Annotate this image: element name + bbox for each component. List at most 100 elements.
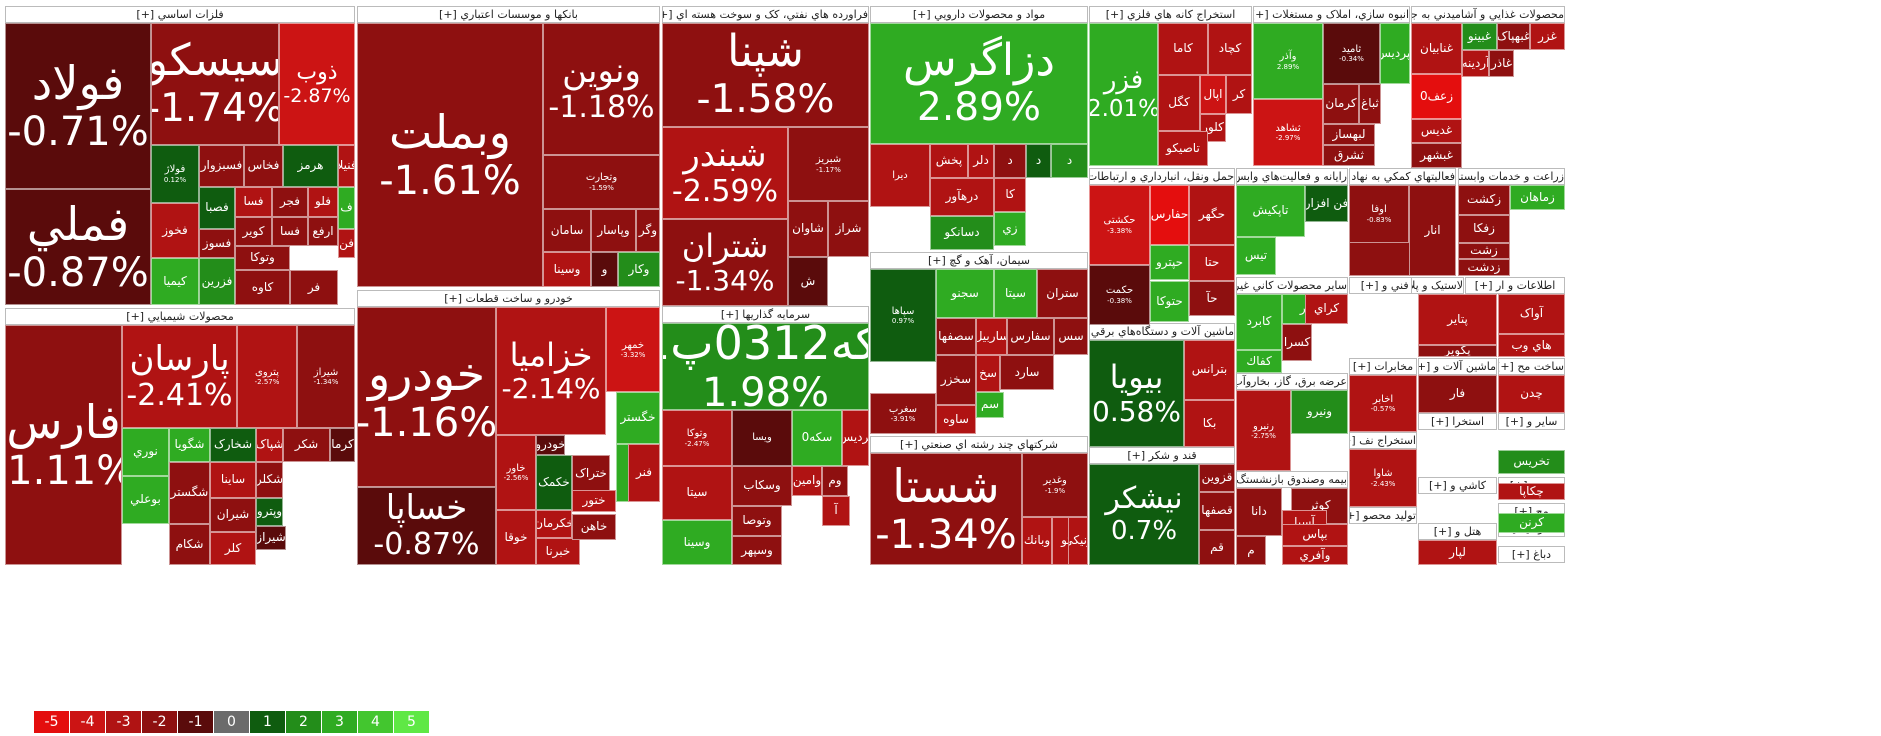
stock-tile[interactable]: م	[1236, 536, 1266, 565]
stock-tile[interactable]: سفارس	[1007, 318, 1054, 355]
stock-tile[interactable]: درهآور	[930, 178, 994, 216]
stock-tile[interactable]: کوير	[235, 217, 272, 246]
legend-swatch[interactable]: 4	[358, 711, 394, 733]
stock-tile[interactable]: دلر	[968, 144, 994, 178]
legend-swatch[interactable]: -1	[178, 711, 214, 733]
sector-header[interactable]: فعاليتهاي كمكي به نهاد [+]	[1349, 168, 1456, 185]
stock-tile[interactable]: غبشهر	[1411, 143, 1462, 168]
stock-tile[interactable]: سيتا	[994, 269, 1037, 318]
stock-tile[interactable]: اپال	[1200, 75, 1226, 114]
stock-tile[interactable]: فلو	[308, 187, 338, 217]
stock-tile[interactable]: كرنن	[1498, 513, 1565, 533]
stock-tile[interactable]: لبهساز	[1323, 124, 1375, 145]
stock-tile[interactable]: فارس-1.11%	[5, 325, 122, 565]
stock-tile[interactable]: ديرا	[870, 144, 930, 207]
stock-tile[interactable]: تخريس	[1498, 450, 1565, 474]
stock-tile[interactable]: لپار	[1418, 540, 1497, 565]
stock-tile[interactable]: سخزر	[936, 355, 976, 405]
sector-header[interactable]: لاستيک و پلا [+]	[1411, 277, 1464, 294]
stock-tile[interactable]: ویسا	[732, 410, 792, 466]
stock-tile[interactable]: فن	[338, 229, 355, 258]
sector-header[interactable]: مواد و محصولات دارويي [+]	[870, 6, 1088, 23]
stock-tile[interactable]: چدن	[1498, 375, 1565, 413]
stock-tile[interactable]: پرديس	[842, 410, 869, 466]
stock-tile[interactable]: ثپردیس	[1380, 23, 1410, 84]
stock-tile[interactable]: غبهپاک	[1497, 23, 1530, 50]
stock-tile[interactable]: پتاير	[1418, 294, 1497, 345]
stock-tile[interactable]: زماهان	[1510, 185, 1565, 210]
stock-tile[interactable]: شیراز -1.34%	[297, 325, 355, 428]
stock-tile[interactable]: ونيكي	[1068, 517, 1088, 565]
stock-tile[interactable]: شيران	[210, 498, 256, 532]
sector-header[interactable]: دباغ [+]	[1498, 546, 1565, 563]
stock-tile[interactable]: اوفا -0.83%	[1349, 185, 1409, 243]
sector-header[interactable]: استخرا [+]	[1418, 413, 1497, 430]
stock-tile[interactable]: سيسكو -1.74%	[151, 23, 279, 145]
stock-tile[interactable]: فخاس	[244, 145, 283, 187]
stock-tile[interactable]: غاذر	[1489, 50, 1514, 77]
stock-tile[interactable]: بوعلي	[122, 476, 169, 524]
stock-tile[interactable]: تيس	[1236, 237, 1276, 275]
stock-tile[interactable]: فولاد -0.71%	[5, 23, 151, 189]
stock-tile[interactable]: ستران	[1037, 269, 1088, 318]
sector-header[interactable]: محصولات شيميايي [+]	[5, 308, 355, 325]
stock-tile[interactable]: ثشرق	[1323, 145, 1375, 166]
sector-header[interactable]: استخراج نف [+]	[1349, 432, 1417, 449]
sector-header[interactable]: ساخت مح [+]	[1498, 358, 1565, 375]
stock-tile[interactable]: زفکا	[1458, 215, 1510, 243]
sector-header[interactable]: ماشين آلات و [+]	[1418, 358, 1497, 375]
stock-tile[interactable]: قم	[1199, 530, 1235, 565]
stock-tile[interactable]: سم	[976, 392, 1004, 418]
stock-tile[interactable]: زشت	[1458, 243, 1510, 259]
stock-tile[interactable]: رنیرو -2.75%	[1236, 390, 1291, 471]
stock-tile[interactable]: فنيلا	[338, 145, 355, 187]
stock-tile[interactable]: د	[1051, 144, 1088, 178]
stock-tile[interactable]: سارد	[1000, 355, 1054, 390]
legend-swatch[interactable]: 2	[286, 711, 322, 733]
stock-tile[interactable]: شبريز -1.17%	[788, 127, 869, 201]
sector-header[interactable]: فلزات اساسي [+]	[5, 6, 355, 23]
stock-tile[interactable]: فسا	[235, 187, 272, 217]
stock-tile[interactable]: کرما	[330, 428, 355, 462]
stock-tile[interactable]: انار	[1409, 185, 1456, 276]
stock-tile[interactable]: غبينو	[1462, 23, 1497, 50]
stock-tile[interactable]: وسکاب	[732, 466, 792, 506]
sector-header[interactable]: زراعت و خدمات وابسته [+]	[1458, 168, 1565, 185]
sector-header[interactable]: حمل ونقل، انبارداري و ارتباطات [+]	[1089, 168, 1235, 185]
stock-tile[interactable]: هاي وب	[1498, 334, 1565, 357]
sector-header[interactable]: مخابرات [+]	[1349, 358, 1417, 375]
stock-tile[interactable]: فار	[1418, 375, 1497, 413]
stock-tile[interactable]: حفارس	[1150, 185, 1189, 245]
stock-tile[interactable]: وسپهر	[732, 536, 782, 565]
stock-tile[interactable]: وامين	[792, 466, 822, 496]
stock-tile[interactable]: شپنا -1.58%	[662, 23, 869, 127]
legend-swatch[interactable]: -3	[106, 711, 142, 733]
stock-tile[interactable]: وکار	[618, 252, 660, 287]
sector-header[interactable]: هتل و [+]	[1418, 523, 1497, 540]
stock-tile[interactable]: اخابر -0.57%	[1349, 375, 1417, 432]
stock-tile[interactable]: كفاك	[1236, 350, 1282, 373]
sector-header[interactable]: اطلاعات و ار [+]	[1465, 277, 1565, 294]
stock-tile[interactable]: ونيرو	[1291, 390, 1348, 434]
sector-header[interactable]: استخراج کانه هاي فلزي [+]	[1089, 6, 1252, 23]
stock-tile[interactable]: خودرو -1.16%	[357, 307, 496, 487]
sector-header[interactable]: خودرو و ساخت قطعات [+]	[357, 290, 660, 307]
sector-header[interactable]: سيمان، آهک و گچ [+]	[870, 252, 1088, 269]
stock-tile[interactable]: فسا	[272, 217, 308, 246]
stock-tile[interactable]: سجنو	[936, 269, 994, 318]
stock-tile[interactable]: شکر	[283, 428, 330, 462]
sector-header[interactable]: تولید محصو [+]	[1349, 507, 1417, 524]
sector-header[interactable]: بانکها و موسسات اعتباري [+]	[357, 6, 660, 23]
legend-swatch[interactable]: -4	[70, 711, 106, 733]
stock-tile[interactable]: خساپا -0.87%	[357, 487, 496, 565]
stock-tile[interactable]: كابرد	[1236, 294, 1282, 350]
stock-tile[interactable]: کگل	[1158, 75, 1200, 131]
stock-tile[interactable]: وتوکا	[235, 246, 290, 270]
stock-tile[interactable]: حگهر	[1189, 185, 1235, 245]
stock-tile[interactable]: نيشكر 0.7%	[1089, 464, 1199, 565]
sector-header[interactable]: فراورده هاي نفتي، کک و سوخت هسته اي [+]	[662, 6, 869, 23]
stock-tile[interactable]: فسبزوار	[199, 145, 244, 187]
stock-tile[interactable]: فسوز	[199, 229, 235, 258]
stock-tile[interactable]: سکه0	[792, 410, 842, 466]
stock-tile[interactable]: زي	[994, 212, 1026, 246]
